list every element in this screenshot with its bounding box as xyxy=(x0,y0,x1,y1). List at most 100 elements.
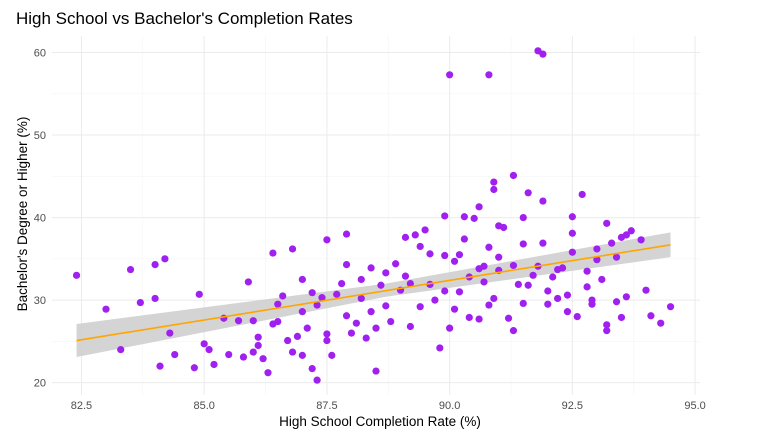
data-point xyxy=(509,171,518,180)
data-point xyxy=(637,236,645,244)
data-point xyxy=(401,272,410,280)
data-point xyxy=(441,212,449,220)
data-point xyxy=(298,275,306,284)
data-point xyxy=(603,219,611,227)
data-point xyxy=(313,301,321,309)
data-point xyxy=(657,319,665,327)
data-point xyxy=(480,278,488,286)
data-point xyxy=(544,287,552,295)
data-point xyxy=(254,341,262,350)
data-point xyxy=(544,300,552,308)
data-point xyxy=(573,312,581,321)
data-point xyxy=(269,249,277,257)
data-point xyxy=(588,296,596,304)
data-point xyxy=(475,203,483,211)
data-point xyxy=(568,229,576,237)
data-point xyxy=(446,71,454,79)
data-point xyxy=(313,376,321,384)
data-point xyxy=(441,251,449,260)
data-point xyxy=(269,320,277,328)
data-point xyxy=(362,334,370,342)
data-point xyxy=(239,353,248,361)
data-point xyxy=(441,287,449,295)
data-point xyxy=(612,253,621,261)
data-point xyxy=(225,350,233,359)
y-tick-label: 20 xyxy=(34,378,46,390)
data-point xyxy=(485,301,493,309)
data-point xyxy=(367,264,375,272)
data-point xyxy=(357,294,365,303)
data-point xyxy=(190,364,198,372)
data-point xyxy=(647,312,655,320)
data-point xyxy=(583,267,591,275)
data-point xyxy=(195,290,203,298)
data-point xyxy=(436,344,444,352)
x-tick-label: 90.0 xyxy=(439,400,460,412)
y-tick-label: 40 xyxy=(34,213,46,225)
data-point xyxy=(460,235,468,243)
x-tick-label: 92.5 xyxy=(562,400,583,412)
data-point xyxy=(460,213,468,221)
data-point xyxy=(249,317,257,325)
data-point xyxy=(475,315,483,323)
data-point xyxy=(431,296,439,304)
data-point xyxy=(617,313,626,322)
y-tick-label: 30 xyxy=(34,295,46,307)
data-point xyxy=(323,336,331,345)
data-point xyxy=(612,298,621,306)
data-point xyxy=(352,319,360,327)
data-point xyxy=(274,300,282,308)
data-point xyxy=(509,327,518,335)
data-point xyxy=(254,333,262,341)
data-point xyxy=(490,178,498,186)
data-point xyxy=(308,364,316,373)
x-tick-label: 87.5 xyxy=(316,400,337,412)
data-point xyxy=(338,279,346,288)
y-axis-title: Bachelor's Degree or Higher (%) xyxy=(15,117,30,312)
data-point xyxy=(151,261,159,269)
data-point xyxy=(156,362,164,370)
data-point xyxy=(563,308,572,316)
data-point xyxy=(446,324,454,332)
data-point xyxy=(608,239,616,247)
data-point xyxy=(284,336,292,345)
data-point xyxy=(357,275,365,284)
data-point xyxy=(490,185,498,194)
data-point xyxy=(568,213,576,221)
data-point xyxy=(509,261,518,270)
data-point xyxy=(318,294,326,302)
data-point xyxy=(249,348,257,356)
data-point xyxy=(200,340,208,348)
data-point xyxy=(465,313,473,322)
data-point xyxy=(72,271,81,279)
data-point xyxy=(426,250,434,258)
data-point xyxy=(603,321,611,329)
data-point xyxy=(593,256,601,264)
confidence-band xyxy=(76,232,671,358)
data-point xyxy=(171,350,179,359)
data-point xyxy=(450,305,459,313)
data-point xyxy=(563,291,572,299)
data-point xyxy=(622,293,630,301)
data-point xyxy=(495,222,503,230)
data-point xyxy=(342,312,351,320)
data-point xyxy=(470,214,478,222)
data-point xyxy=(161,255,169,263)
data-point xyxy=(126,265,135,274)
data-point xyxy=(554,265,562,274)
data-point xyxy=(411,231,419,239)
data-point xyxy=(406,322,414,331)
data-point xyxy=(519,299,527,307)
data-point xyxy=(416,303,424,311)
data-point xyxy=(392,260,400,268)
x-tick-label: 95.0 xyxy=(684,400,705,412)
data-point xyxy=(259,355,267,363)
data-point xyxy=(666,303,675,311)
data-point xyxy=(382,302,390,310)
data-point xyxy=(264,369,272,377)
data-point xyxy=(151,294,159,303)
data-point xyxy=(622,231,630,239)
data-point xyxy=(514,280,522,289)
data-point xyxy=(298,351,306,359)
